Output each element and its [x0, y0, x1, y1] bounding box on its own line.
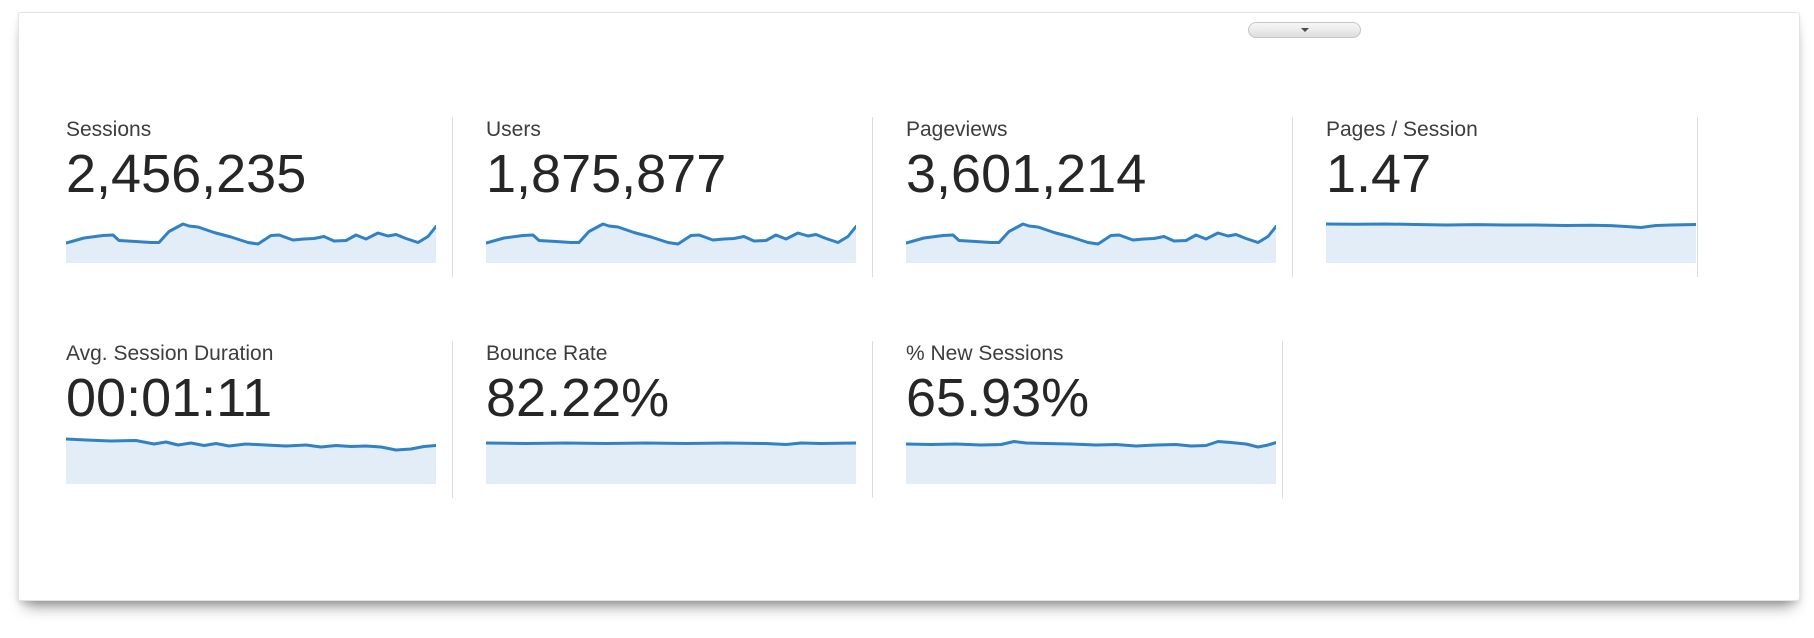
- metrics-row-top: Sessions 2,456,235 Users 1,875,877 Pagev…: [33, 117, 1799, 277]
- metric-card-avg-session-duration: Avg. Session Duration 00:01:11: [33, 341, 453, 498]
- metric-value: 65.93%: [906, 368, 1090, 428]
- metrics-panel: Sessions 2,456,235 Users 1,875,877 Pagev…: [18, 12, 1800, 601]
- metric-label: Users: [486, 118, 541, 141]
- metrics-row-bottom: Avg. Session Duration 00:01:11 Bounce Ra…: [33, 341, 1799, 498]
- pages-per-session-sparkline-chart: [1326, 222, 1696, 263]
- metric-card-sessions: Sessions 2,456,235: [33, 117, 453, 277]
- new-sessions-sparkline-chart: [906, 440, 1276, 484]
- metric-label: % New Sessions: [906, 342, 1064, 365]
- metric-label: Pages / Session: [1326, 118, 1478, 141]
- bounce-rate-sparkline-chart: [486, 441, 856, 484]
- metric-value: 3,601,214: [906, 144, 1147, 204]
- chevron-down-icon: [1300, 28, 1309, 32]
- metric-card-pageviews: Pageviews 3,601,214: [873, 117, 1293, 277]
- metric-card-users: Users 1,875,877: [453, 117, 873, 277]
- metric-card-bounce-rate: Bounce Rate 82.22%: [453, 341, 873, 498]
- metric-value: 1.47: [1326, 144, 1432, 204]
- metric-value: 1,875,877: [486, 144, 727, 204]
- metric-value: 00:01:11: [66, 368, 273, 428]
- metric-value: 2,456,235: [66, 144, 307, 204]
- metric-label: Pageviews: [906, 118, 1008, 141]
- metric-card-new-sessions: % New Sessions 65.93%: [873, 341, 1283, 498]
- metric-label: Bounce Rate: [486, 342, 608, 365]
- avg-session-duration-sparkline-chart: [66, 437, 436, 484]
- metric-value: 82.22%: [486, 368, 670, 428]
- metric-card-pages-per-session: Pages / Session 1.47: [1293, 117, 1698, 277]
- collapse-metrics-button[interactable]: [1248, 22, 1361, 38]
- pageviews-sparkline-chart: [906, 222, 1276, 263]
- sessions-sparkline-chart: [66, 222, 436, 263]
- metric-label: Avg. Session Duration: [66, 342, 274, 365]
- users-sparkline-chart: [486, 222, 856, 263]
- metric-label: Sessions: [66, 118, 152, 141]
